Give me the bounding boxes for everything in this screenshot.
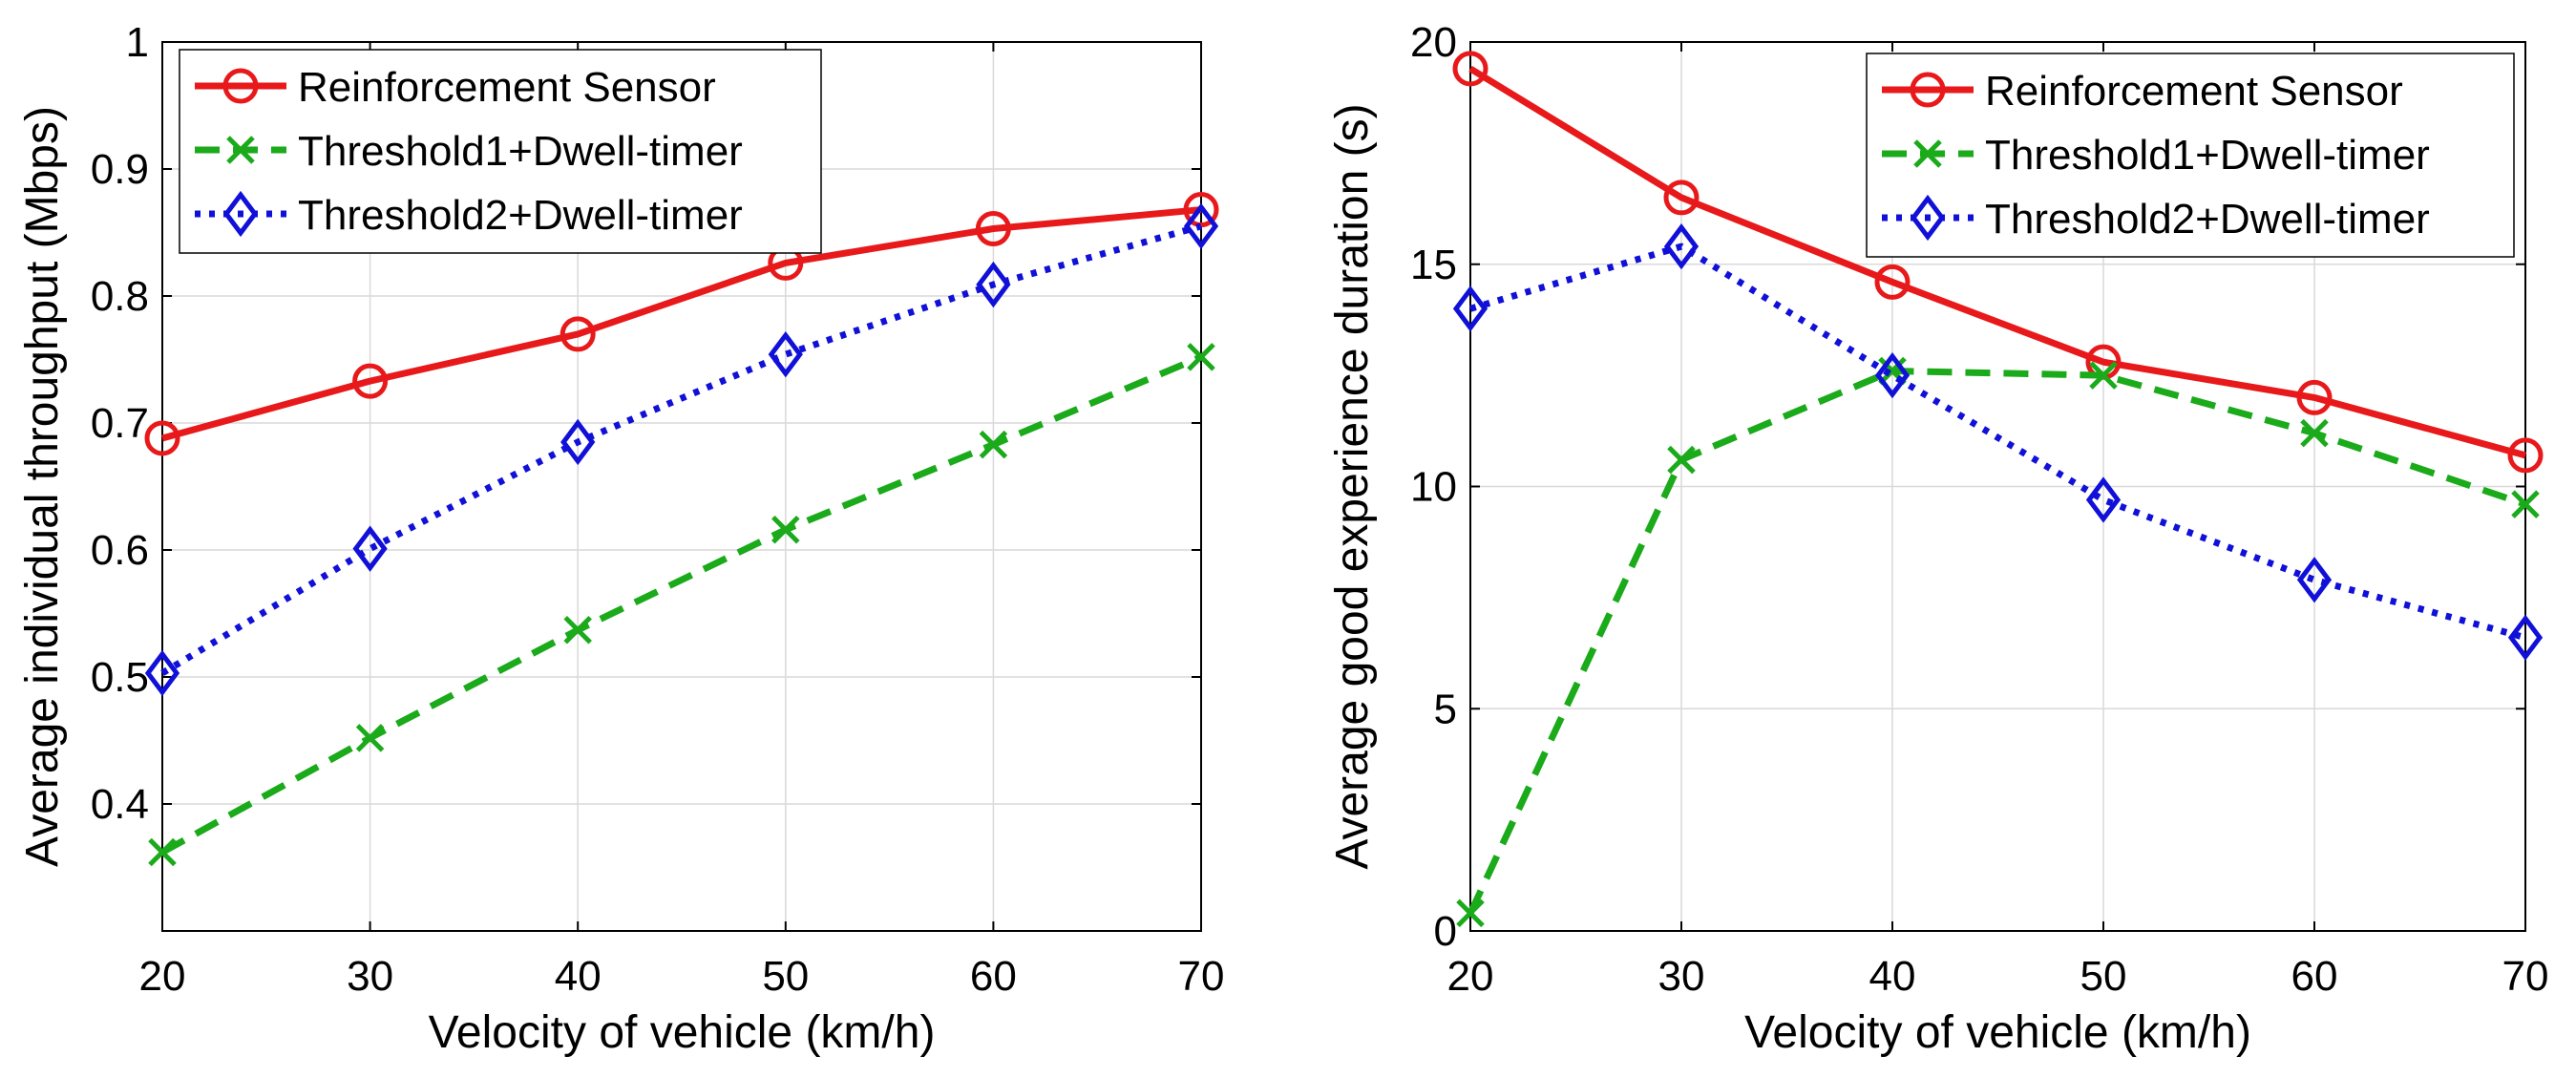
legend-label-2: Threshold1+Dwell-timer bbox=[298, 128, 743, 175]
x-tick-label: 30 bbox=[1658, 953, 1705, 1000]
y-tick-label: 20 bbox=[1410, 19, 1457, 66]
legend-marker-2 bbox=[226, 136, 255, 164]
y-tick-label: 15 bbox=[1410, 242, 1457, 288]
x-tick-label: 70 bbox=[1178, 953, 1225, 1000]
data-point-series-2 bbox=[1456, 898, 1485, 928]
data-point-series-2 bbox=[2300, 418, 2329, 448]
throughput-chart: 20 30 40 50 60 70 0.4 0.5 0.6 0.7 0.8 0.9 1 Velocity … bbox=[17, 19, 1224, 1058]
data-point-series-3 bbox=[2507, 614, 2544, 661]
series-line-2 bbox=[160, 353, 1203, 856]
x-tick-label: 60 bbox=[970, 953, 1017, 1000]
data-point-series-2 bbox=[979, 430, 1008, 459]
data-point-series-2 bbox=[771, 515, 800, 544]
data-point-series-1 bbox=[144, 420, 180, 456]
data-point-series-2 bbox=[2511, 490, 2540, 518]
series-line-1 bbox=[161, 206, 1202, 442]
legend-label-3: Threshold2+Dwell-timer bbox=[298, 192, 743, 239]
y-tick-label: 0 bbox=[1434, 908, 1457, 955]
y-axis-label: Average individual throughput (Mbps) bbox=[17, 106, 68, 867]
data-point-series-2 bbox=[563, 616, 592, 645]
legend-marker-1 bbox=[1910, 72, 1946, 108]
x-tick-label: 40 bbox=[555, 953, 602, 1000]
legend-marker-3 bbox=[1910, 194, 1946, 242]
legend-marker-3 bbox=[222, 190, 259, 238]
x-tick-label: 40 bbox=[1869, 953, 1916, 1000]
data-point-series-2 bbox=[1667, 445, 1696, 475]
data-point-series-3 bbox=[2296, 557, 2333, 603]
data-point-series-3 bbox=[1452, 285, 1489, 332]
data-point-series-1 bbox=[1874, 264, 1911, 300]
data-point-series-3 bbox=[1874, 351, 1911, 399]
y-axis-label: Average good experience duration (s) bbox=[1327, 103, 1378, 869]
data-point-series-1 bbox=[560, 316, 596, 352]
data-point-series-2 bbox=[1187, 343, 1215, 371]
data-point-series-2 bbox=[148, 837, 177, 867]
data-point-series-1 bbox=[1452, 51, 1489, 87]
data-point-series-3 bbox=[560, 418, 596, 466]
x-tick-label: 50 bbox=[2080, 953, 2127, 1000]
x-tick-label: 70 bbox=[2502, 953, 2549, 1000]
legend-box bbox=[1866, 53, 2515, 258]
y-tick-label: 1 bbox=[126, 19, 149, 66]
y-tick-label: 0.9 bbox=[91, 146, 149, 193]
series-line-3 bbox=[160, 222, 1202, 677]
x-tick-label: 30 bbox=[347, 953, 393, 1000]
data-point-series-1 bbox=[1183, 192, 1219, 228]
data-point-series-3 bbox=[768, 331, 803, 378]
y-tick-label: 0.7 bbox=[91, 400, 149, 447]
legend-label-1: Reinforcement Sensor bbox=[1985, 68, 2403, 115]
data-point-series-3 bbox=[144, 649, 180, 697]
x-axis-label: Velocity of vehicle (km/h) bbox=[1744, 1007, 2251, 1058]
x-tick-label: 20 bbox=[1447, 953, 1494, 1000]
legend-marker-2 bbox=[1913, 139, 1942, 168]
data-point-series-3 bbox=[352, 525, 388, 572]
x-tick-label: 60 bbox=[2291, 953, 2338, 1000]
data-point-series-1 bbox=[352, 363, 389, 399]
data-point-series-3 bbox=[2085, 476, 2122, 523]
data-point-series-1 bbox=[2296, 379, 2333, 415]
series-line-2 bbox=[1467, 367, 2527, 915]
y-tick-label: 5 bbox=[1434, 686, 1457, 732]
y-tick-label: 0.8 bbox=[91, 273, 149, 320]
series-line-1 bbox=[1468, 65, 2526, 459]
x-tick-label: 50 bbox=[762, 953, 809, 1000]
data-point-series-2 bbox=[355, 724, 385, 752]
y-tick-label: 0.4 bbox=[91, 781, 149, 828]
data-point-series-3 bbox=[1663, 222, 1700, 270]
data-point-series-3 bbox=[976, 261, 1011, 308]
legend-label-2: Threshold1+Dwell-timer bbox=[1985, 132, 2430, 179]
data-point-series-1 bbox=[2507, 437, 2544, 474]
axes-frame bbox=[161, 41, 1202, 932]
legend: Reinforcement Sensor Threshold1+Dwell-tim… bbox=[179, 49, 822, 254]
y-tick-label: 0.6 bbox=[91, 527, 149, 574]
y-tick-label: 0.5 bbox=[91, 654, 149, 701]
data-point-series-1 bbox=[975, 211, 1011, 247]
series-line-3 bbox=[1469, 243, 2526, 642]
legend-marker-1 bbox=[222, 68, 259, 104]
data-point-series-3 bbox=[1183, 202, 1219, 250]
data-point-series-1 bbox=[1663, 180, 1700, 216]
legend-label-1: Reinforcement Sensor bbox=[298, 64, 716, 111]
x-axis-label: Velocity of vehicle (km/h) bbox=[429, 1007, 936, 1058]
x-tick-label: 20 bbox=[139, 953, 186, 1000]
duration-chart: 20 30 40 50 60 70 0 5 10 15 20 Velocity of vehicle … bbox=[1327, 19, 2548, 1058]
legend: Reinforcement Sensor Threshold1+Dwell-tim… bbox=[1866, 53, 2515, 258]
data-point-series-2 bbox=[2089, 361, 2118, 390]
y-tick-label: 10 bbox=[1410, 464, 1457, 511]
legend-label-3: Threshold2+Dwell-timer bbox=[1985, 196, 2430, 243]
